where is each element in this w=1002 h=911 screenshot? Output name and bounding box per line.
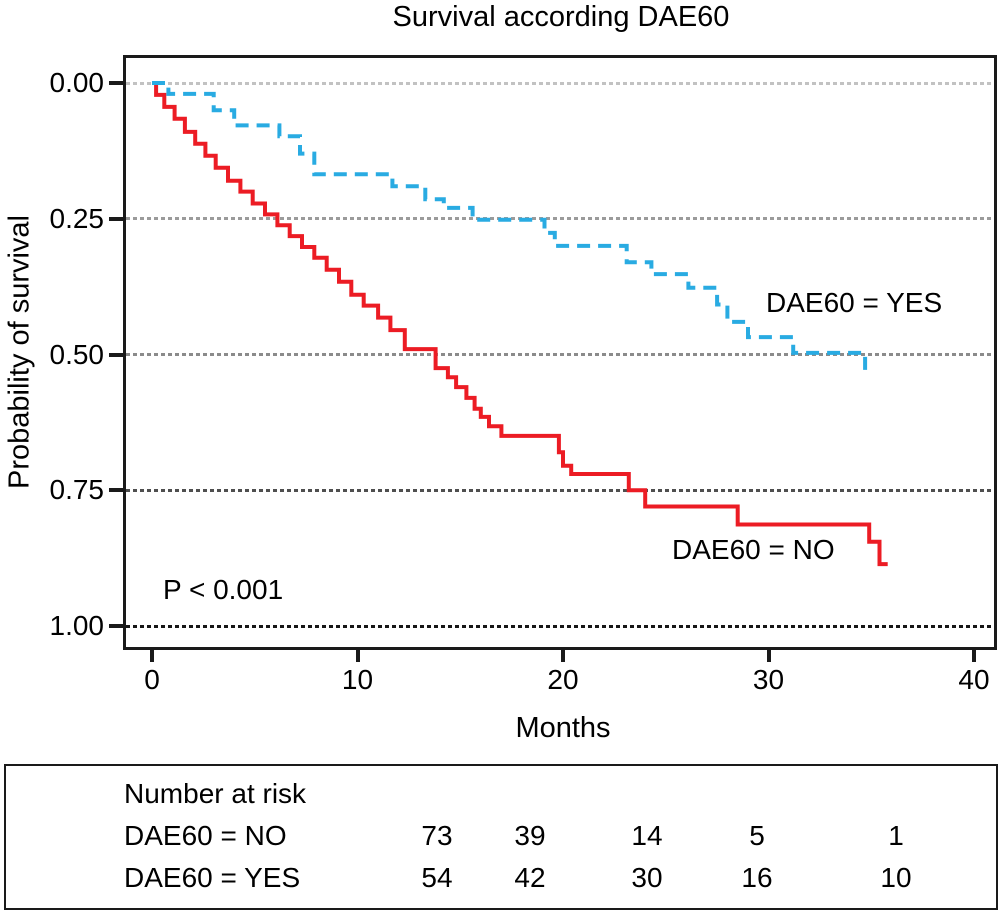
- at-risk-value: 10: [880, 862, 912, 893]
- y-tick-label: 0.25: [49, 202, 105, 234]
- x-tick-0: [150, 650, 154, 662]
- curve-label-dae60-no: DAE60 = NO: [672, 534, 835, 565]
- y-tick-label: 0.50: [49, 338, 105, 370]
- y-tick-label: 0.00: [49, 67, 105, 98]
- at-risk-header: Number at risk: [124, 778, 307, 809]
- x-tick-label: 0: [144, 664, 160, 695]
- x-tick-20: [561, 650, 565, 662]
- at-risk-value: 14: [631, 820, 663, 851]
- y-tick-0.00: [109, 81, 123, 85]
- y-tick-1.00: [109, 624, 123, 628]
- gridline-0.50: [126, 353, 994, 356]
- x-tick-label: 10: [341, 664, 374, 695]
- x-tick-label: 20: [547, 664, 579, 695]
- at-risk-row-no: DAE60 = NO 73 39 14 5 1: [6, 820, 996, 852]
- chart-title: Survival according DAE60: [392, 1, 730, 33]
- at-risk-value: 54: [421, 862, 453, 893]
- at-risk-row-label: DAE60 = NO: [124, 820, 287, 851]
- at-risk-value: 5: [749, 820, 765, 851]
- at-risk-value: 42: [514, 862, 546, 893]
- x-tick-label: 30: [752, 664, 785, 695]
- y-tick-0.75: [109, 488, 123, 493]
- x-tick-40: [972, 650, 976, 662]
- survival-curves: [152, 81, 888, 567]
- at-risk-value: 1: [888, 820, 904, 851]
- y-tick-label: 0.75: [49, 474, 105, 506]
- at-risk-value: 30: [631, 862, 663, 893]
- gridline-0.75: [126, 488, 994, 492]
- p-value-annotation: P < 0.001: [163, 574, 284, 605]
- y-tick-label: 1.00: [49, 610, 105, 641]
- curve-label-dae60-yes: DAE60 = YES: [766, 287, 943, 318]
- y-tick-0.50: [109, 352, 123, 357]
- gridline-0.00: [126, 81, 994, 85]
- at-risk-value: 39: [514, 820, 546, 851]
- gridline-1.00: [126, 624, 994, 628]
- x-axis-label: Months: [515, 712, 611, 744]
- curve-dae60-yes: [152, 81, 868, 377]
- x-tick-10: [355, 650, 360, 662]
- gridline-0.25: [126, 217, 994, 221]
- at-risk-row-yes: DAE60 = YES 54 42 30 16 10: [6, 862, 996, 894]
- at-risk-header-row: Number at risk: [6, 778, 996, 810]
- x-tick-30: [766, 650, 771, 662]
- x-tick-label: 40: [958, 664, 990, 695]
- y-tick-0.25: [109, 216, 123, 221]
- number-at-risk-table: Number at risk DAE60 = NO 73 39 14 5 1 DAE60…: [4, 764, 998, 910]
- at-risk-value: 16: [741, 862, 773, 893]
- curve-dae60-no: [152, 81, 888, 567]
- at-risk-value: 73: [421, 820, 453, 851]
- at-risk-row-label: DAE60 = YES: [124, 862, 301, 893]
- plot-area: [123, 55, 997, 650]
